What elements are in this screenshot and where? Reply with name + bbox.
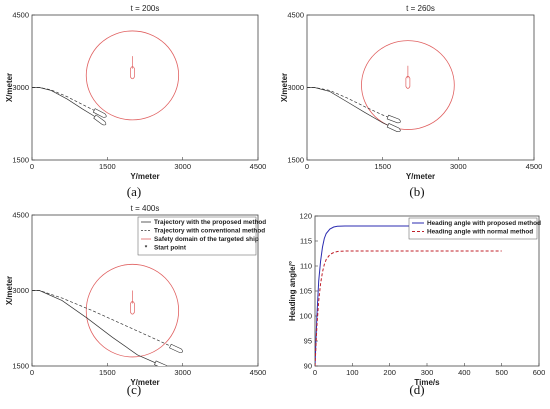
x-tick-label: 0 (305, 162, 309, 171)
own-ship-icon (386, 114, 401, 124)
x-tick-label: 4500 (250, 368, 267, 377)
target-ship-icon (130, 301, 135, 315)
panel-title: t = 260s (406, 4, 435, 13)
y-tick-label: 4500 (12, 11, 29, 20)
x-tick-label: 200 (383, 368, 396, 377)
safety-domain-circle (85, 30, 180, 121)
panel-title: t = 400s (131, 204, 160, 213)
y-tick-label: 105 (299, 287, 312, 296)
y-tick-label: 90 (304, 362, 312, 371)
y-axis-label: X/meter (280, 73, 289, 102)
plot-area (32, 30, 180, 126)
legend-entry-label: Start point (154, 245, 187, 252)
y-axis-label: Heading angle/° (288, 261, 297, 321)
x-tick-label: 600 (533, 368, 546, 377)
safety-domain-circle (85, 263, 180, 358)
y-tick-label: 1500 (12, 156, 29, 165)
panel-caption: (a) (127, 184, 141, 199)
panel-0 (31, 14, 259, 161)
x-tick-label: 0 (30, 162, 34, 171)
legend-entry-label: Heading angle with proposed method (427, 220, 541, 227)
y-tick-label: 3000 (287, 83, 304, 92)
y-tick-label: 4500 (12, 211, 29, 220)
x-tick-label: 3000 (174, 162, 191, 171)
series-line-1 (307, 87, 396, 121)
safety-domain-circle (361, 40, 455, 130)
x-axis-label: Y/meter (130, 172, 159, 181)
x-tick-label: 4500 (250, 162, 267, 171)
y-tick-label: 3000 (12, 286, 29, 295)
legend-entry-label: Heading angle with normal method (427, 229, 533, 236)
panel-caption: (d) (409, 382, 424, 397)
own-ship-icon (92, 108, 107, 118)
legend-box (137, 216, 257, 256)
legend-entry-label: Trajectory with conventional method (154, 228, 265, 235)
panel-1 (306, 14, 535, 161)
own-ship-icon (386, 123, 401, 132)
x-tick-label: 0 (30, 368, 34, 377)
panel-3: Heading angle with proposed method Headin… (314, 215, 541, 367)
series-line-1 (315, 250, 502, 366)
x-tick-label: 0 (313, 368, 317, 377)
panel-caption: (b) (409, 184, 424, 199)
series-line-0 (315, 225, 502, 366)
legend-entry-label: Trajectory with the proposed method (154, 219, 266, 226)
x-tick-label: 4500 (526, 162, 543, 171)
series-line-1 (32, 290, 178, 350)
panel-title: t = 200s (131, 4, 160, 13)
y-tick-label: 110 (300, 262, 312, 271)
own-ship-icon (169, 343, 183, 353)
legend-swatch-star: * (145, 245, 148, 252)
plot-frame (31, 14, 259, 161)
y-tick-label: 1500 (287, 156, 304, 165)
panel-2: Trajectory with the proposed method Traje… (31, 214, 266, 367)
y-tick-label: 100 (299, 312, 312, 321)
x-tick-label: 300 (421, 368, 434, 377)
y-tick-label: 95 (304, 337, 312, 346)
plot-area (315, 225, 502, 366)
target-ship-icon (405, 75, 411, 89)
target-ship-icon (130, 66, 135, 80)
x-axis-label: Y/meter (130, 378, 159, 387)
x-axis-label: Time/s (414, 378, 440, 387)
y-axis-label: X/meter (5, 73, 14, 102)
x-tick-label: 500 (495, 368, 508, 377)
y-tick-label: 3000 (12, 83, 29, 92)
x-tick-label: 100 (346, 368, 359, 377)
plot-frame (314, 215, 540, 367)
x-tick-label: 1500 (99, 162, 116, 171)
y-tick-label: 1500 (12, 362, 29, 371)
legend-box (408, 217, 538, 240)
x-tick-label: 3000 (174, 368, 191, 377)
plot-frame (306, 14, 535, 161)
panel-caption: (c) (127, 382, 141, 397)
x-axis-label: Y/meter (406, 172, 435, 181)
own-ship-icon (154, 360, 168, 366)
y-tick-label: 115 (300, 237, 312, 246)
y-tick-label: 120 (299, 212, 312, 221)
plot-area (32, 263, 183, 366)
x-tick-label: 1500 (374, 162, 391, 171)
plot-area (307, 40, 455, 132)
x-tick-label: 400 (458, 368, 471, 377)
own-ship-icon (93, 114, 107, 126)
x-tick-label: 3000 (450, 162, 467, 171)
x-tick-label: 1500 (99, 368, 116, 377)
y-tick-label: 4500 (287, 11, 304, 20)
legend-entry-label: Safety domain of the targeted ship (154, 236, 259, 243)
y-axis-label: X/meter (5, 276, 14, 305)
